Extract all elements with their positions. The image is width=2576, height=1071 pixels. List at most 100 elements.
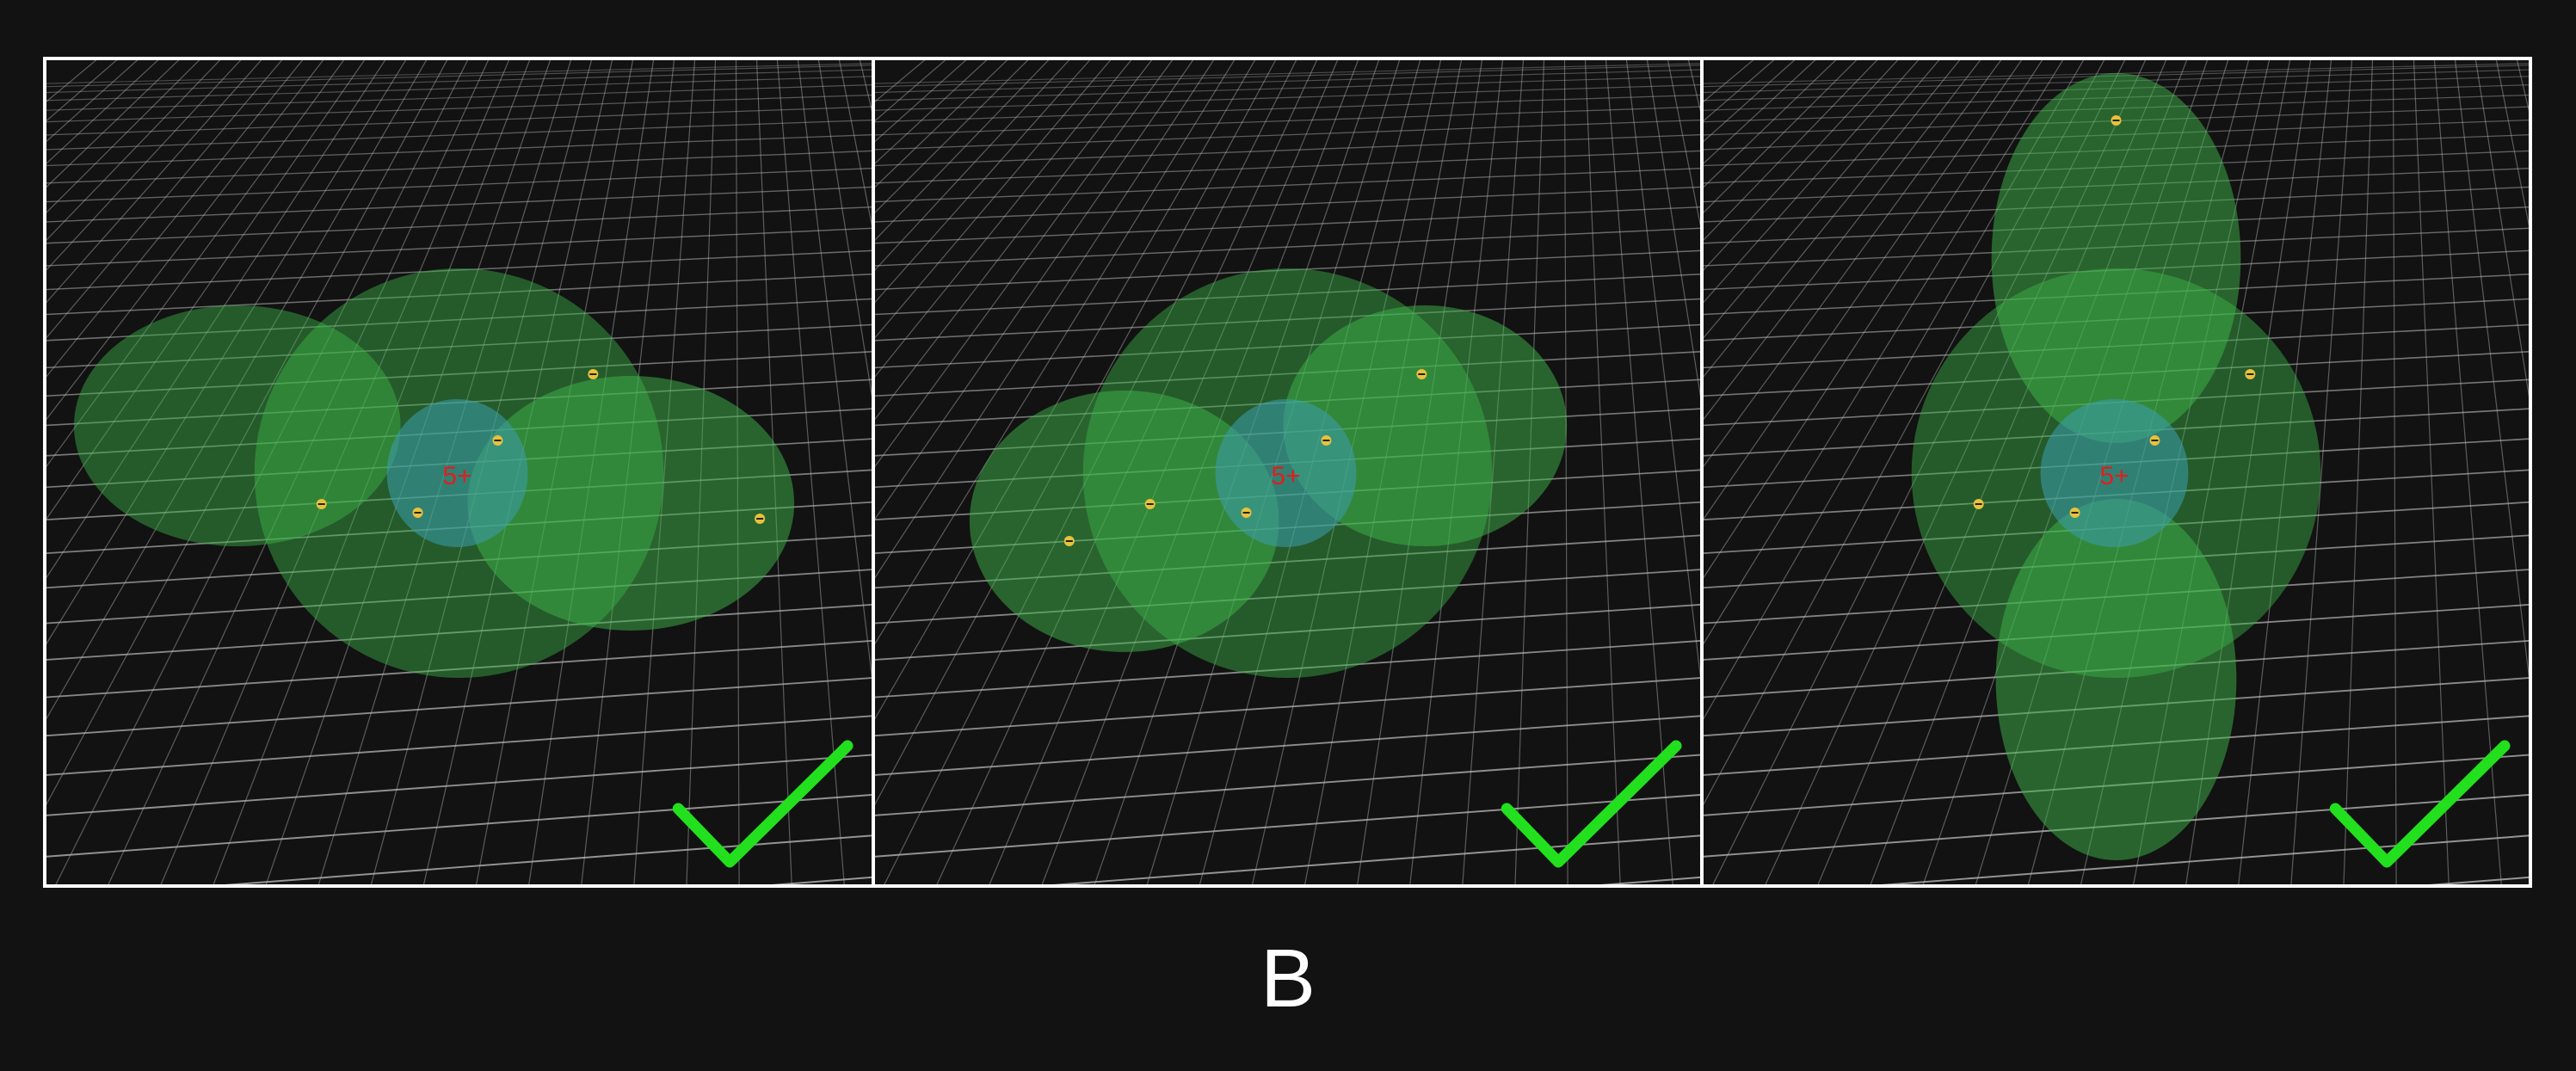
grid-line (46, 84, 872, 111)
grid-line (2290, 60, 2353, 884)
panel-1-scene: 5+ (46, 60, 872, 884)
grid-line (46, 69, 872, 94)
grid-line (46, 273, 872, 316)
grid-line (875, 227, 1700, 267)
grid-line (1646, 60, 1700, 397)
grid-line (1687, 60, 1700, 112)
electron (1973, 499, 1984, 509)
grid-line (46, 677, 872, 737)
electron (492, 435, 503, 446)
grid-line (46, 640, 872, 699)
grid-line (46, 60, 324, 421)
panel-2-scene: 5+ (875, 60, 1700, 884)
grid-line (46, 63, 872, 84)
grid-line (875, 168, 1700, 203)
grid-line (55, 60, 469, 884)
grid-line (875, 323, 1700, 369)
grid-line (46, 206, 872, 244)
grid-line (46, 168, 872, 203)
grid-line (838, 60, 872, 227)
grid-line (46, 298, 872, 342)
grid-line (1563, 60, 1568, 884)
grid-line (1704, 60, 2064, 645)
grid-line (1704, 60, 2043, 579)
grid-line (875, 60, 1215, 579)
electrons (1063, 369, 1427, 546)
grid-line (875, 60, 988, 164)
grid-line (797, 60, 872, 679)
electron (2111, 115, 2122, 126)
grid-line (46, 350, 872, 397)
grid-line (1704, 60, 1796, 143)
grid-line (2392, 60, 2397, 884)
grid-line (46, 715, 872, 776)
grid-line (875, 60, 1091, 304)
lobe-top (1991, 73, 2241, 443)
electron (412, 508, 423, 518)
lobe-right (467, 376, 795, 631)
grid-line (46, 60, 159, 164)
grid-line (160, 60, 510, 884)
checkmark-icon (2329, 740, 2511, 868)
grid-line (46, 186, 872, 223)
grid-line (875, 186, 1700, 223)
grid-line (46, 60, 180, 188)
grid-line (1704, 60, 2023, 520)
grid-line (771, 876, 872, 884)
grid-line (875, 106, 1700, 136)
figure-frame: 5+ 5+ (43, 57, 2532, 888)
grid-line (1704, 60, 1899, 271)
grid-line (2495, 60, 2529, 227)
grid-line (875, 754, 1700, 816)
grid-line (875, 206, 1700, 244)
electron (1241, 508, 1252, 518)
grid-line (46, 94, 872, 123)
figure-caption: B (1260, 933, 1316, 1025)
grid-line (46, 106, 872, 136)
grid-line (46, 604, 872, 661)
grid-line (46, 60, 366, 520)
electron (316, 499, 327, 509)
grid-line (1052, 834, 1700, 884)
grid-line (1704, 60, 1837, 188)
panel-3-scene: 5+ (1704, 60, 2529, 884)
grid-line (2454, 60, 2529, 679)
grid-line (1695, 60, 1700, 884)
grid-line (46, 60, 200, 213)
grid-line (46, 60, 262, 304)
electron (2069, 508, 2080, 518)
electron (1063, 536, 1075, 546)
electrons (1973, 115, 2256, 518)
grid-line (875, 569, 1700, 625)
grid-line (1704, 60, 1940, 339)
grid-line (875, 60, 1174, 468)
grid-line (875, 298, 1700, 342)
electron (755, 514, 766, 524)
grid-line (1704, 60, 1816, 164)
grid-line (2474, 60, 2529, 397)
grid-line (875, 60, 1194, 520)
lobe-bottom (1995, 499, 2237, 860)
grid-line (1704, 60, 1878, 241)
grid-line (1704, 60, 1981, 421)
grid-line (866, 60, 872, 884)
electron (1416, 369, 1427, 379)
floor-grid (875, 60, 1700, 884)
grid-line (46, 150, 872, 184)
grid-line (46, 60, 428, 720)
grid-line (46, 65, 872, 88)
grid-line (1704, 60, 1754, 102)
grid-line (875, 65, 1700, 88)
grid-line (46, 60, 407, 645)
grid-line (2516, 60, 2529, 112)
grid-line (875, 60, 926, 102)
grid-line (875, 63, 1700, 84)
grid-line (2343, 60, 2374, 884)
grid-line (1704, 60, 2002, 468)
grid-line (2428, 876, 2529, 884)
core-charge-label: 5+ (442, 462, 471, 490)
grid-line (1881, 834, 2529, 884)
grid-line (1667, 60, 1700, 227)
grid-line (46, 227, 872, 267)
panel-1: 5+ (46, 60, 875, 884)
